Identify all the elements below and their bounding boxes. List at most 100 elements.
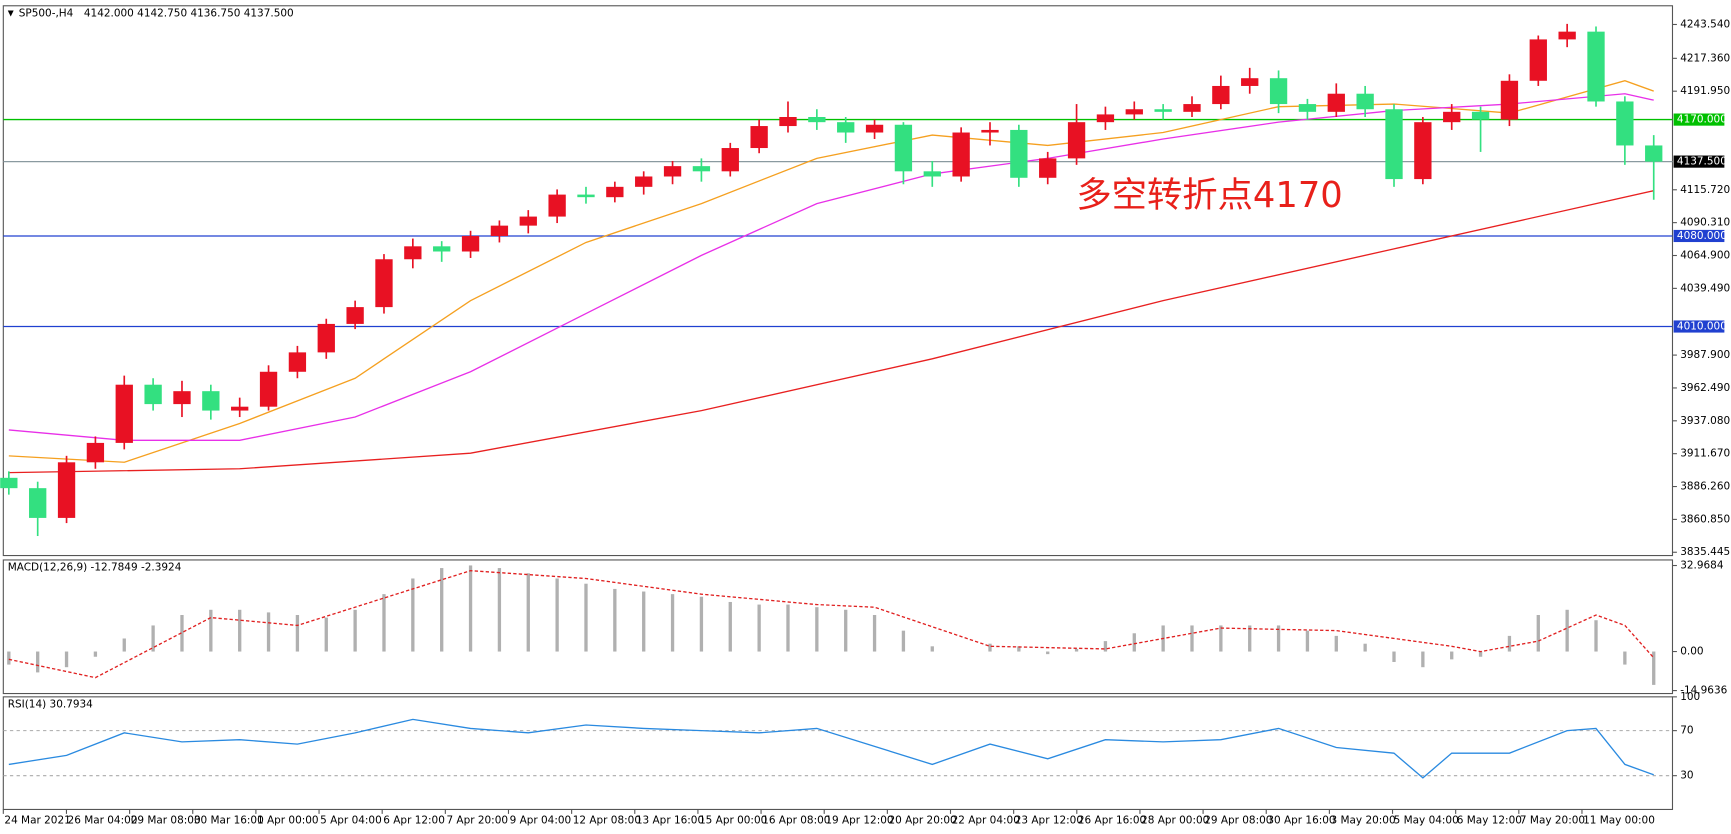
macd-bar — [209, 609, 213, 652]
candle-body — [1212, 85, 1230, 105]
candle-body — [865, 124, 884, 133]
x-tick-label: 19 Apr 12:00 — [825, 814, 893, 826]
candle-body — [981, 129, 999, 133]
y-tick-label: 3987.900 — [1680, 349, 1730, 361]
candle-body — [779, 116, 797, 127]
candle-body — [1443, 111, 1461, 123]
macd-bar — [1305, 630, 1310, 652]
macd-bar — [440, 568, 444, 652]
candle-body — [29, 488, 47, 518]
macd-bar — [844, 609, 848, 652]
x-tick-label: 24 Mar 2021 — [4, 814, 70, 826]
candle-body — [635, 176, 653, 187]
macd-bar — [1017, 646, 1021, 652]
x-tick-label: 30 Apr 16:00 — [1267, 814, 1335, 826]
candle-body — [837, 122, 855, 133]
macd-bar — [786, 604, 790, 652]
x-tick-label: 11 May 00:00 — [1583, 814, 1655, 826]
macd-bar — [699, 596, 704, 652]
y-tick-label: 100 — [1680, 691, 1700, 703]
candle-body — [721, 148, 739, 172]
macd-bar — [93, 651, 98, 657]
macd-bar — [1248, 625, 1252, 652]
macd-bar — [1478, 651, 1483, 657]
candle-body — [1327, 93, 1345, 112]
candle-body — [115, 384, 133, 443]
macd-bar — [728, 601, 732, 652]
macd-bar — [1074, 648, 1079, 652]
x-tick-label: 15 Apr 00:00 — [699, 814, 767, 826]
macd-bar — [555, 578, 559, 652]
y-tick-label: 3835.445 — [1680, 546, 1730, 558]
candle-body — [1529, 39, 1547, 81]
candle-body — [57, 462, 76, 518]
level-label: 4010.000 — [1677, 321, 1727, 333]
candle-body — [346, 307, 364, 324]
menu-arrow: ▼ — [8, 9, 14, 18]
macd-bar — [757, 604, 761, 652]
x-tick-label: 7 May 20:00 — [1520, 814, 1585, 826]
candle-body — [1298, 104, 1317, 112]
chart-title: SP500-,H4 — [19, 8, 74, 20]
candle-body — [519, 216, 537, 226]
candle-body — [1414, 122, 1432, 180]
y-tick-label: 4090.310 — [1680, 217, 1730, 229]
x-tick-label: 6 Apr 12:00 — [383, 814, 445, 826]
candle-body — [1558, 31, 1576, 40]
candle-body — [1616, 101, 1634, 146]
x-tick-label: 26 Apr 16:00 — [1078, 814, 1146, 826]
macd-bar — [815, 607, 819, 652]
candle-body — [173, 391, 191, 405]
x-tick-label: 20 Apr 20:00 — [888, 814, 956, 826]
level-label-box — [1673, 229, 1725, 243]
macd-bar — [613, 588, 617, 652]
macd-bar — [901, 630, 906, 652]
macd-bar — [670, 594, 675, 652]
x-tick-label: 3 May 20:00 — [1330, 814, 1395, 826]
macd-bar — [64, 651, 69, 668]
candle-body — [404, 246, 422, 260]
candle-body — [663, 166, 682, 177]
x-tick-label: 7 Apr 20:00 — [446, 814, 508, 826]
candle-body — [1039, 158, 1057, 178]
macd-panel — [2, 559, 1674, 695]
macd-bar — [324, 617, 328, 652]
macd-bar — [353, 609, 357, 652]
macd-bar — [1594, 620, 1598, 652]
candle-body — [1125, 109, 1143, 115]
macd-bar — [1565, 609, 1569, 652]
candle-body — [1067, 122, 1086, 159]
macd-bar — [526, 573, 530, 652]
candle-body — [433, 246, 451, 252]
candle-body — [1645, 145, 1663, 162]
macd-bar — [1652, 651, 1656, 685]
macd-bar — [266, 612, 271, 652]
macd-bar — [1450, 651, 1454, 660]
candle-body — [1010, 129, 1028, 178]
y-tick-label: 3911.670 — [1680, 448, 1730, 460]
macd-bar — [151, 625, 155, 652]
y-tick-label: 3860.850 — [1680, 513, 1730, 525]
macd-bar — [1276, 625, 1281, 652]
chart-subtitle: 4142.000 4142.750 4136.750 4137.500 — [84, 8, 294, 20]
candle-body — [1385, 109, 1403, 180]
y-tick-label: 70 — [1680, 725, 1693, 737]
candle-body — [317, 323, 335, 353]
x-tick-label: 6 May 12:00 — [1457, 814, 1522, 826]
candle-body — [692, 166, 711, 172]
macd-bar — [36, 651, 40, 673]
x-tick-label: 9 Apr 04:00 — [510, 814, 572, 826]
y-tick-label: 4191.950 — [1680, 85, 1730, 97]
candle-body — [548, 194, 566, 217]
x-tick-label: 23 Apr 12:00 — [1015, 814, 1083, 826]
macd-bar — [122, 638, 126, 652]
x-tick-label: 28 Apr 00:00 — [1141, 814, 1209, 826]
candle-body — [1356, 93, 1374, 110]
indicator-line — [8, 570, 1655, 679]
level-label-box — [1673, 320, 1725, 333]
y-tick-label: -14.9636 — [1680, 685, 1727, 697]
candle-body — [577, 194, 595, 198]
macd-title: MACD(12,26,9) -12.7849 -2.3924 — [8, 562, 182, 574]
candle-body — [1096, 114, 1115, 123]
